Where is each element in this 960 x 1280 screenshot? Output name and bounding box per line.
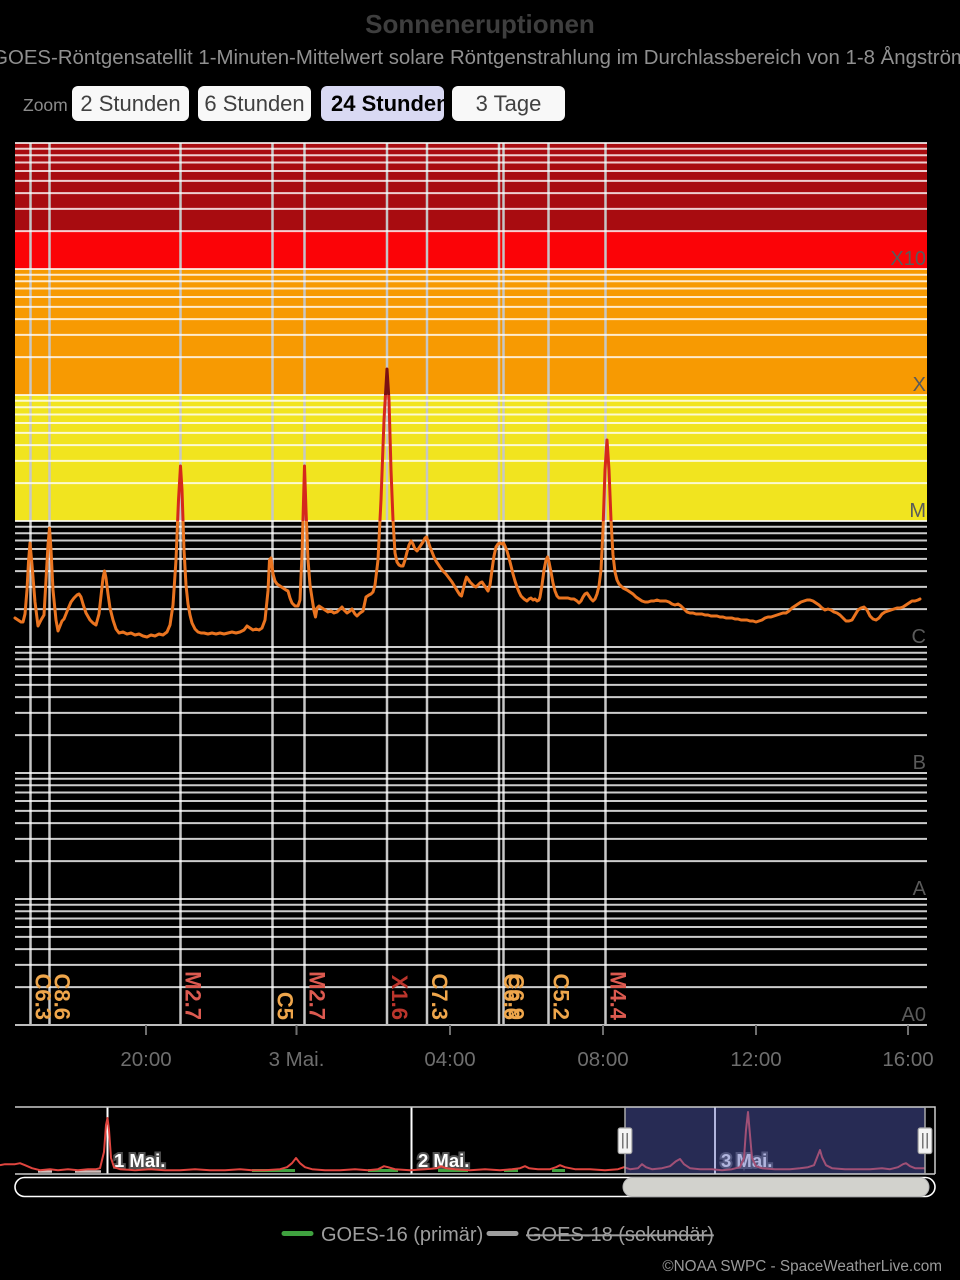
svg-text:©NOAA SWPC - SpaceWeatherLive.: ©NOAA SWPC - SpaceWeatherLive.com — [662, 1258, 942, 1275]
svg-text:04:00: 04:00 — [424, 1048, 475, 1071]
svg-text:2 Mai.: 2 Mai. — [418, 1150, 469, 1171]
svg-text:12:00: 12:00 — [730, 1048, 781, 1071]
svg-text:C6.9: C6.9 — [504, 974, 529, 1020]
svg-text:16:00: 16:00 — [882, 1048, 933, 1071]
svg-text:A0: A0 — [902, 1004, 926, 1026]
svg-text:20:00: 20:00 — [120, 1048, 171, 1071]
svg-text:Sonneneruptionen: Sonneneruptionen — [365, 9, 595, 39]
svg-text:X10: X10 — [890, 248, 926, 270]
svg-text:C7.3: C7.3 — [427, 974, 452, 1020]
svg-text:A: A — [913, 878, 927, 900]
svg-text:C: C — [912, 626, 926, 648]
svg-text:GOES-Röntgensatellit 1-Minuten: GOES-Röntgensatellit 1-Minuten-Mittelwer… — [0, 46, 960, 69]
svg-text:B: B — [913, 752, 926, 774]
svg-text:C8.6: C8.6 — [50, 974, 75, 1020]
svg-text:X: X — [913, 374, 926, 396]
svg-text:M2.7: M2.7 — [305, 971, 330, 1020]
svg-text:GOES-18 (sekundär): GOES-18 (sekundär) — [526, 1224, 714, 1246]
svg-text:M4.4: M4.4 — [606, 971, 631, 1021]
svg-text:3 Mai.: 3 Mai. — [269, 1048, 325, 1071]
svg-text:C6.6: C6.6 — [499, 974, 524, 1020]
svg-text:GOES-16 (primär): GOES-16 (primär) — [321, 1224, 483, 1246]
svg-text:C5.2: C5.2 — [549, 974, 574, 1020]
svg-text:1 Mai.: 1 Mai. — [114, 1150, 165, 1171]
svg-text:M: M — [909, 500, 926, 522]
svg-text:C6.3: C6.3 — [31, 974, 56, 1020]
svg-text:M2.7: M2.7 — [181, 971, 206, 1020]
svg-text:C5: C5 — [273, 992, 298, 1020]
svg-text:08:00: 08:00 — [577, 1048, 628, 1071]
svg-text:X1.6: X1.6 — [387, 975, 412, 1020]
